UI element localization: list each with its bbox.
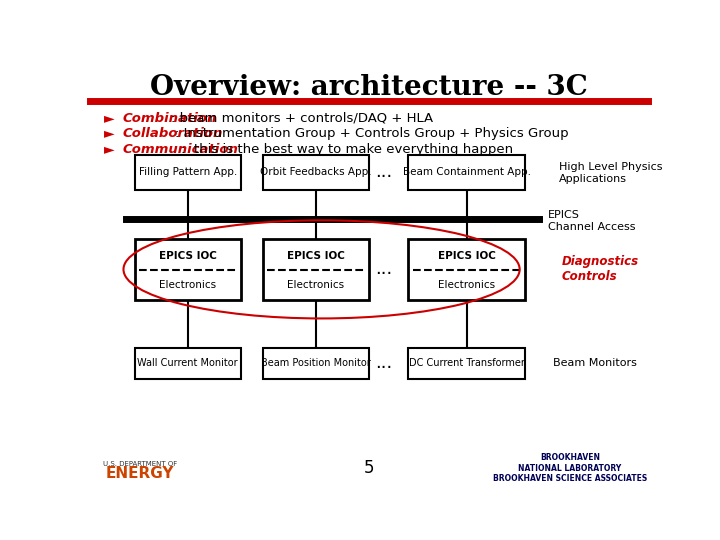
FancyBboxPatch shape xyxy=(135,239,240,300)
FancyBboxPatch shape xyxy=(408,348,526,379)
Text: Electronics: Electronics xyxy=(287,280,345,289)
FancyBboxPatch shape xyxy=(408,239,526,300)
Text: Beam Position Monitor: Beam Position Monitor xyxy=(261,358,371,368)
Text: ►: ► xyxy=(104,111,114,125)
Text: : beam monitors + controls/DAQ + HLA: : beam monitors + controls/DAQ + HLA xyxy=(171,112,433,125)
Text: ...: ... xyxy=(375,354,392,373)
Text: DC Current Transformer: DC Current Transformer xyxy=(409,358,525,368)
Text: 5: 5 xyxy=(364,459,374,477)
Text: Orbit Feedbacks App.: Orbit Feedbacks App. xyxy=(260,167,372,178)
Text: Filling Pattern App.: Filling Pattern App. xyxy=(138,167,237,178)
Text: Wall Current Monitor: Wall Current Monitor xyxy=(138,358,238,368)
Text: Electronics: Electronics xyxy=(438,280,495,289)
Text: Beam Monitors: Beam Monitors xyxy=(553,359,637,368)
Text: Collaboration: Collaboration xyxy=(122,127,222,140)
Text: EPICS IOC: EPICS IOC xyxy=(287,251,345,261)
Text: :  this is the best way to make everything happen: : this is the best way to make everythin… xyxy=(181,143,513,156)
Text: ...: ... xyxy=(375,260,392,279)
Text: Communication: Communication xyxy=(122,143,238,156)
Text: Overview: architecture -- 3C: Overview: architecture -- 3C xyxy=(150,74,588,101)
Text: EPICS
Channel Access: EPICS Channel Access xyxy=(547,210,635,232)
Text: ►: ► xyxy=(104,142,114,156)
FancyBboxPatch shape xyxy=(135,156,240,190)
Text: : Instrumentation Group + Controls Group + Physics Group: : Instrumentation Group + Controls Group… xyxy=(175,127,569,140)
Text: EPICS IOC: EPICS IOC xyxy=(438,251,495,261)
Text: U.S. DEPARTMENT OF: U.S. DEPARTMENT OF xyxy=(103,461,177,467)
Text: ENERGY: ENERGY xyxy=(106,465,174,481)
Text: ...: ... xyxy=(375,164,392,181)
Text: ►: ► xyxy=(104,126,114,140)
FancyBboxPatch shape xyxy=(408,156,526,190)
Text: Diagnostics
Controls: Diagnostics Controls xyxy=(562,254,639,282)
FancyBboxPatch shape xyxy=(263,156,369,190)
Text: Beam Containment App.: Beam Containment App. xyxy=(402,167,531,178)
FancyBboxPatch shape xyxy=(135,348,240,379)
Text: Electronics: Electronics xyxy=(159,280,216,289)
Text: High Level Physics
Applications: High Level Physics Applications xyxy=(559,162,662,184)
FancyBboxPatch shape xyxy=(263,348,369,379)
Text: Combination: Combination xyxy=(122,112,217,125)
Text: EPICS IOC: EPICS IOC xyxy=(158,251,217,261)
Text: BROOKHAVEN
NATIONAL LABORATORY
BROOKHAVEN SCIENCE ASSOCIATES: BROOKHAVEN NATIONAL LABORATORY BROOKHAVE… xyxy=(492,453,647,483)
FancyBboxPatch shape xyxy=(263,239,369,300)
